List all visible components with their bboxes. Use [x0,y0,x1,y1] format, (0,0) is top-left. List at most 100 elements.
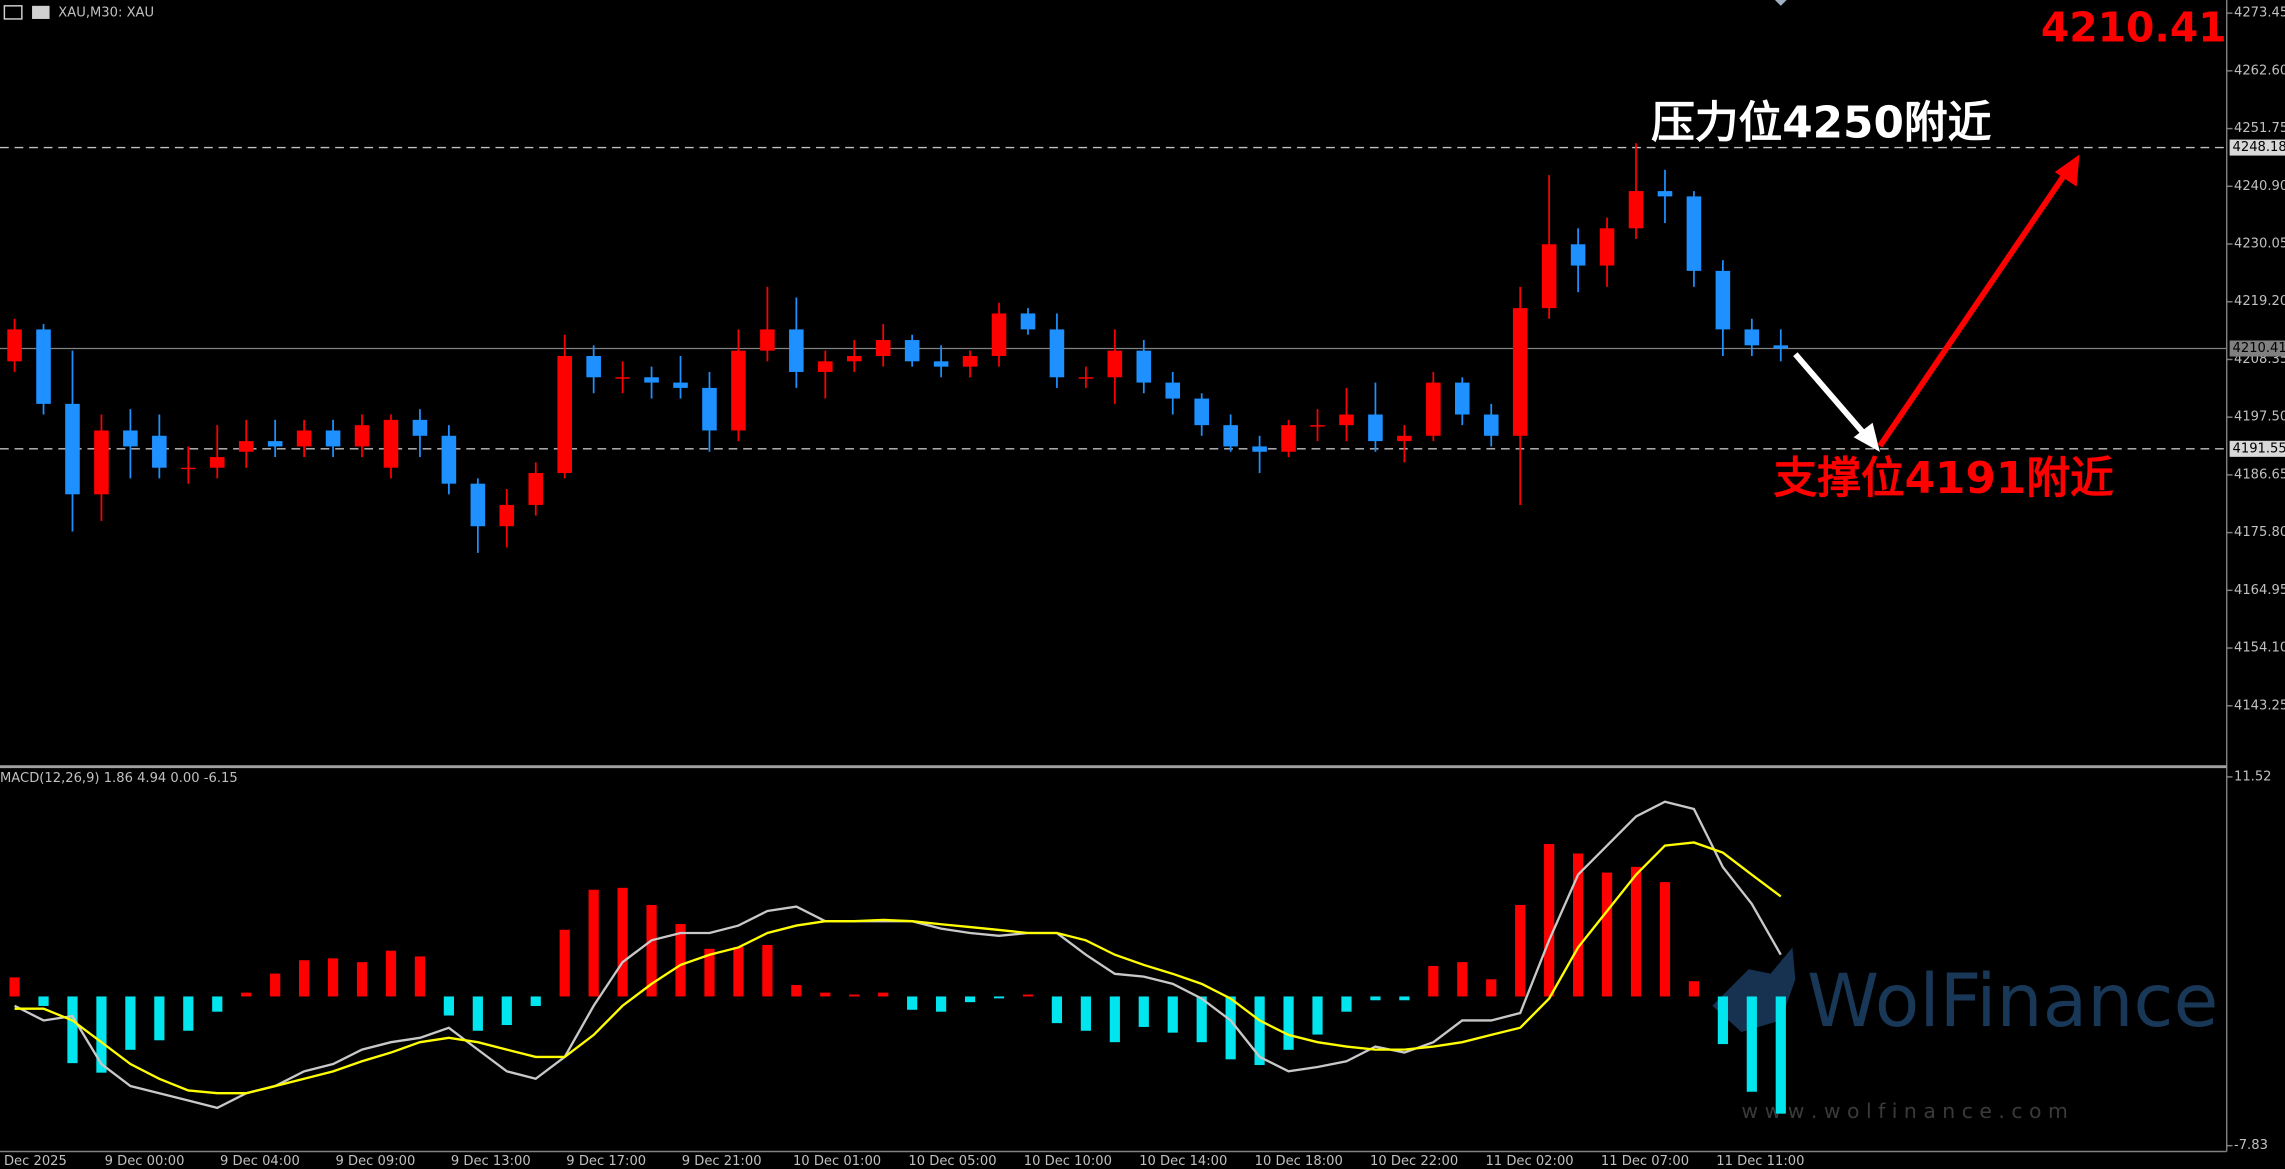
candle-body [1078,377,1094,379]
macd-bar [1167,996,1178,1033]
x-tick-label: 9 Dec 17:00 [566,1154,646,1169]
candle-body [94,430,109,495]
candle-body [1020,313,1036,330]
macd-bar [67,996,78,1064]
candle-body [181,467,196,470]
candle-body [1310,425,1325,427]
candle-body [1541,244,1557,309]
candle-body [499,504,515,527]
arrow [1877,170,2069,448]
x-tick-label: 10 Dec 22:00 [1370,1154,1458,1169]
macd-title: MACD(12,26,9) 1.86 4.94 0.00 -6.15 [0,771,238,786]
y-tick-label: 4197.50 [2234,410,2285,425]
candle-body [818,361,833,372]
candle-body [1657,191,1673,197]
price-level-label: 4191.55 [2233,441,2285,456]
candle-body [1570,244,1586,266]
candle-body [1483,414,1499,436]
candle-body [1397,435,1412,442]
candle-body [1599,228,1615,266]
x-tick-label: 10 Dec 14:00 [1139,1154,1227,1169]
x-tick-label: 9 Dec 21:00 [682,1154,762,1169]
macd-bar [443,996,454,1016]
y-tick-label: 4240.90 [2234,179,2285,194]
macd-bar [1544,843,1555,997]
candle-body [962,355,978,367]
macd-bar [1573,853,1584,997]
candle-body [123,430,138,447]
price-level-box [2229,139,2285,156]
macd-bar [559,929,570,997]
x-tick-label: 9 Dec 09:00 [335,1154,415,1169]
candle-body [933,361,949,367]
x-tick-label: 9 Dec 04:00 [220,1154,300,1169]
macd-bar [530,996,541,1006]
candle-body [1368,414,1383,442]
macd-bar [1399,996,1410,1001]
macd-bar [327,958,339,997]
candle-body [904,340,920,362]
macd-bar [1341,996,1352,1012]
macd-bar [125,996,136,1050]
candle-body [731,350,746,431]
macd-bar [1486,979,1497,997]
candle-body [65,403,80,495]
candle-body [1107,350,1123,378]
macd-bar [791,985,802,997]
x-tick-label: 11 Dec 02:00 [1485,1154,1573,1169]
candle-body [1715,270,1731,330]
scroll-marker [1774,0,1787,6]
y-tick-label: 4175.80 [2234,525,2285,540]
x-tick-label: 8 Dec 2025 [0,1154,67,1169]
price-level-label: 4210.41 [2233,341,2285,356]
candle-body [152,435,167,468]
candle-body [1773,345,1789,349]
candle-body [528,473,544,505]
arrow-head [2054,154,2080,187]
y-tick-label: 4143.25 [2234,698,2285,713]
candle-body [383,419,399,468]
macd-bar [588,889,599,997]
candle-body [789,329,804,372]
arrow [1793,352,1872,443]
candle-body [1165,382,1181,399]
macd-bar [1717,996,1728,1045]
candle-body [1252,446,1267,452]
x-tick-label: 11 Dec 11:00 [1716,1154,1804,1169]
macd-bar [704,948,715,997]
menu-icon [3,5,23,20]
price-level-box [2229,440,2285,457]
candle-body [441,435,457,484]
annotation: 4210.41 [2041,4,2227,52]
macd-bar [993,996,1005,999]
macd-bar [1659,882,1671,997]
candle-body [1136,350,1152,383]
price-level-box [2229,340,2285,357]
macd-bar [1775,996,1786,1114]
x-tick-label: 11 Dec 07:00 [1601,1154,1689,1169]
macd-bar [1688,981,1700,997]
y-tick-label: 4154.10 [2234,641,2285,656]
candle-body [238,441,254,452]
macd-bar [936,996,947,1012]
macd-bar [1312,996,1323,1035]
macd-bar [1370,996,1381,1001]
macd-bar [414,956,426,997]
candle-body [846,355,862,362]
y-tick-label: -7.83 [2234,1138,2268,1153]
macd-bar [299,960,310,997]
macd-bar [356,962,368,997]
macd-bar [154,996,165,1041]
annotation-layer [1793,154,2080,452]
candle-body [875,340,891,356]
macd-bar [1630,866,1642,997]
y-tick-label: 11.52 [2234,769,2272,784]
candle-body [470,483,486,527]
x-tick-label: 9 Dec 13:00 [451,1154,531,1169]
macd-bar [1022,994,1034,997]
y-tick-label: 4164.95 [2234,583,2285,598]
macd-bar [733,946,744,997]
candle-body [1339,414,1354,426]
macd-bar [617,887,628,997]
